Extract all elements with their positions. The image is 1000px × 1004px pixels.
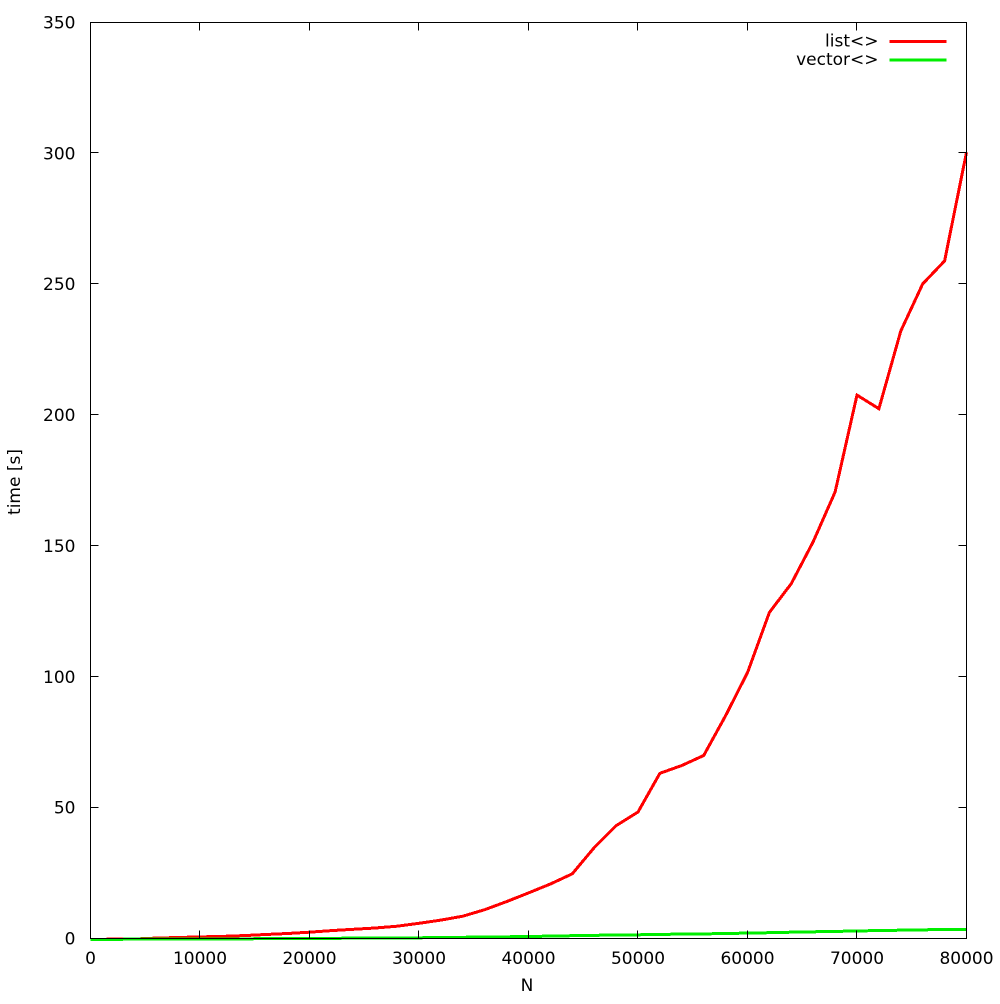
- plot-border: [90, 22, 967, 939]
- y-tick-label: 50: [54, 799, 76, 819]
- x-tick-label: 10000: [173, 949, 227, 969]
- series-line-list: [90, 152, 968, 941]
- y-tick-label: 250: [43, 275, 75, 295]
- x-tick-label: 70000: [830, 949, 884, 969]
- x-tick-label: 50000: [611, 949, 665, 969]
- y-tick-label: 300: [43, 144, 75, 164]
- y-tick-label: 200: [43, 406, 75, 426]
- x-tick-label: 40000: [501, 949, 555, 969]
- x-tick-label: 0: [85, 949, 96, 969]
- y-tick-label: 150: [43, 537, 75, 557]
- x-tick-label: 30000: [392, 949, 446, 969]
- x-axis-title: N: [521, 976, 534, 996]
- x-tick-label: 80000: [939, 949, 993, 969]
- y-tick-label: 0: [65, 930, 76, 950]
- y-tick-label: 100: [43, 668, 75, 688]
- legend-label-vector: vector<>: [796, 50, 878, 70]
- y-tick-label: 350: [43, 14, 75, 34]
- x-tick-label: 60000: [720, 949, 774, 969]
- y-axis-title: time [s]: [5, 449, 25, 515]
- legend-label-list: list<>: [825, 32, 878, 52]
- x-tick-label: 20000: [282, 949, 336, 969]
